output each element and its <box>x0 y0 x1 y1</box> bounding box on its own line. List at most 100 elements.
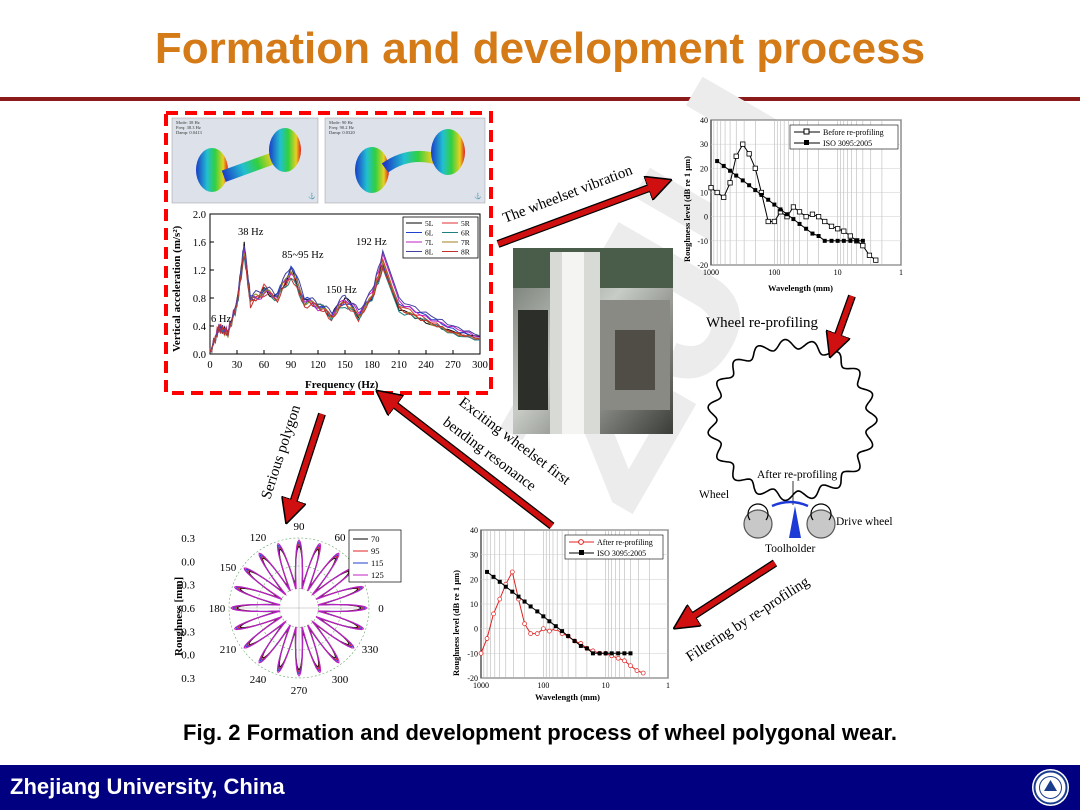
x-tick-label: 120 <box>310 360 326 371</box>
data-point <box>634 668 640 673</box>
data-point <box>847 233 853 239</box>
data-point <box>790 204 796 210</box>
data-point <box>778 207 783 212</box>
data-point <box>835 238 840 243</box>
y-tick-label: 10 <box>700 189 708 198</box>
y-tick-label: 0 <box>474 625 478 634</box>
polar-roughness-chart: Roughness [mm] 0.30.0-0.3-0.6-0.30.00.3 … <box>173 521 402 697</box>
x-tick-label: 150 <box>337 360 353 371</box>
annotation-192hz: 192 Hz <box>356 237 387 248</box>
footer-text: Zhejiang University, China <box>10 774 285 799</box>
legend-label: 115 <box>371 558 383 568</box>
data-point <box>622 658 627 664</box>
data-point <box>566 634 571 639</box>
data-point <box>765 218 771 225</box>
data-point <box>721 163 726 168</box>
y-tick-label: 10 <box>470 600 478 609</box>
data-point <box>873 257 879 263</box>
x-tick-label: 100 <box>768 268 780 277</box>
data-point <box>484 636 490 641</box>
data-point <box>835 226 841 232</box>
data-point <box>534 631 540 636</box>
data-point <box>759 192 764 197</box>
figure-canvas: ZJU Mode: 38 Hz Freq: 38.3 Hz Damp: 0.04… <box>164 40 903 702</box>
roughness-after-chart: Roughness level (dB re 1 μm) Wavelength … <box>451 526 670 702</box>
reprofiling-schematic: After re-profiling Wheel Drive wheel Too… <box>699 338 893 555</box>
data-point <box>640 670 646 676</box>
legend-after: After re-profiling <box>597 538 653 547</box>
x-tick-label: 240 <box>418 360 434 371</box>
r-tick-label: -0.3 <box>178 626 196 638</box>
data-point <box>848 238 853 243</box>
x-tick-label: 10 <box>834 268 842 277</box>
data-point <box>541 614 546 619</box>
data-point <box>816 234 821 238</box>
angle-tick-label: 330 <box>362 644 379 656</box>
label-wheel-reprofiling: Wheel re-profiling <box>706 315 819 331</box>
data-point <box>615 655 621 661</box>
legend-label: 8L <box>425 248 434 257</box>
wheel-label: Wheel <box>699 489 729 501</box>
legend-label: 7L <box>425 238 434 247</box>
angle-tick-label: 240 <box>250 674 267 686</box>
data-point <box>572 639 577 643</box>
legend-iso-after: ISO 3095:2005 <box>597 549 646 558</box>
data-point <box>715 159 720 164</box>
legend-label: 7R <box>461 238 470 247</box>
data-point <box>578 643 583 648</box>
y-tick-label: 0.8 <box>193 294 206 305</box>
data-point <box>560 629 565 634</box>
chart1-legend: 5L 5R 6L 6R 7L 7R 8L 8R <box>402 216 479 259</box>
chart2-ylabel: Roughness level (dB re 1 μm) <box>682 156 692 262</box>
chart4-legend: After re-profiling ISO 3095:2005 <box>564 534 664 560</box>
data-point <box>796 209 803 215</box>
svg-text:⚓: ⚓ <box>474 192 481 200</box>
annotation-150hz: 150 Hz <box>326 285 357 296</box>
data-point <box>753 188 758 193</box>
fe-mode-panel-1: Mode: 38 Hz Freq: 38.3 Hz Damp: 0.0413 ⚓ <box>171 117 319 204</box>
data-point <box>822 238 827 243</box>
data-point <box>810 231 815 236</box>
polar-series-125 <box>230 539 368 677</box>
data-point <box>553 624 558 629</box>
data-point <box>866 252 873 258</box>
data-point <box>803 214 809 220</box>
data-point <box>728 168 733 173</box>
data-point <box>708 185 714 191</box>
toolholder-label: Toolholder <box>765 543 815 555</box>
data-point <box>622 651 627 656</box>
y-tick-label: -20 <box>697 261 708 270</box>
x-tick-label: 180 <box>364 360 380 371</box>
legend-label: 70 <box>371 534 380 544</box>
data-point <box>841 238 846 243</box>
y-tick-label: 30 <box>470 551 478 560</box>
data-point <box>590 651 595 656</box>
annotation-6hz: 6 Hz <box>211 314 231 325</box>
after-reprofiling-label: After re-profiling <box>757 469 837 481</box>
x-tick-label: 1 <box>666 681 670 690</box>
data-point <box>860 238 865 243</box>
data-point <box>860 243 866 249</box>
data-point <box>734 173 739 178</box>
angle-tick-label: 210 <box>220 644 237 656</box>
y-tick-label: -10 <box>697 237 708 246</box>
data-point <box>772 202 777 207</box>
data-point <box>785 212 790 217</box>
footer-bar: Zhejiang University, China <box>0 765 1080 810</box>
slide-title: Formation and development process <box>154 24 926 73</box>
data-point <box>510 589 515 594</box>
data-point <box>528 604 533 609</box>
roughness-before-chart: Roughness level (dB re 1 μm) Wavelength … <box>682 116 903 293</box>
data-point <box>721 194 727 200</box>
y-tick-label: 40 <box>470 526 478 535</box>
data-point <box>841 228 847 234</box>
svg-text:⚓: ⚓ <box>308 192 315 200</box>
angle-tick-label: 60 <box>335 532 347 544</box>
x-tick-label: 1000 <box>703 268 719 277</box>
legend-label: 125 <box>371 570 384 580</box>
x-tick-label: 210 <box>391 360 407 371</box>
data-point <box>771 218 777 225</box>
data-point <box>828 223 835 229</box>
annotation-38hz: 38 Hz <box>238 227 264 238</box>
series-line-8R <box>209 255 481 353</box>
